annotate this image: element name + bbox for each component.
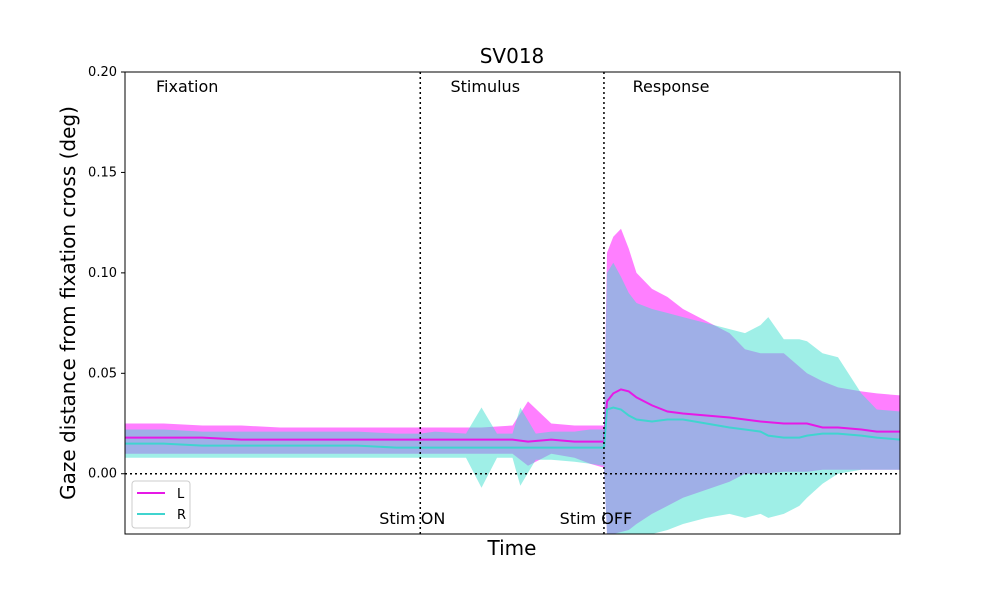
y-axis: 0.00 0.05 0.10 0.15 0.20 <box>88 65 125 482</box>
event-label-0: Stim ON <box>379 509 445 528</box>
series-lines <box>125 388 900 449</box>
y-axis-label: Gaze distance from fixation cross (deg) <box>56 106 80 500</box>
series-line-L <box>125 388 900 443</box>
y-tick-label: 0.15 <box>88 165 117 180</box>
chart-title: SV018 <box>480 44 545 68</box>
legend-label-R: R <box>177 508 186 523</box>
reference-lines <box>125 72 900 534</box>
legend-label-L: L <box>177 487 185 502</box>
y-tick-label: 0.05 <box>88 366 117 381</box>
phase-label-0: Fixation <box>156 77 218 96</box>
y-tick-label: 0.00 <box>88 467 117 482</box>
legend: LR <box>131 480 191 529</box>
phase-label-1: Stimulus <box>451 77 521 96</box>
y-tick-label: 0.20 <box>88 65 117 80</box>
y-tick-label: 0.10 <box>88 266 117 281</box>
annotations: Fixation Stimulus Response Stim ON Stim OFF <box>156 77 709 528</box>
confidence-bands <box>125 228 900 534</box>
event-label-1: Stim OFF <box>560 509 633 528</box>
x-axis-label: Time <box>487 536 537 560</box>
plot-frame <box>124 71 901 535</box>
phase-label-2: Response <box>633 77 710 96</box>
band-R <box>125 262 900 534</box>
series-line-R <box>125 406 900 449</box>
